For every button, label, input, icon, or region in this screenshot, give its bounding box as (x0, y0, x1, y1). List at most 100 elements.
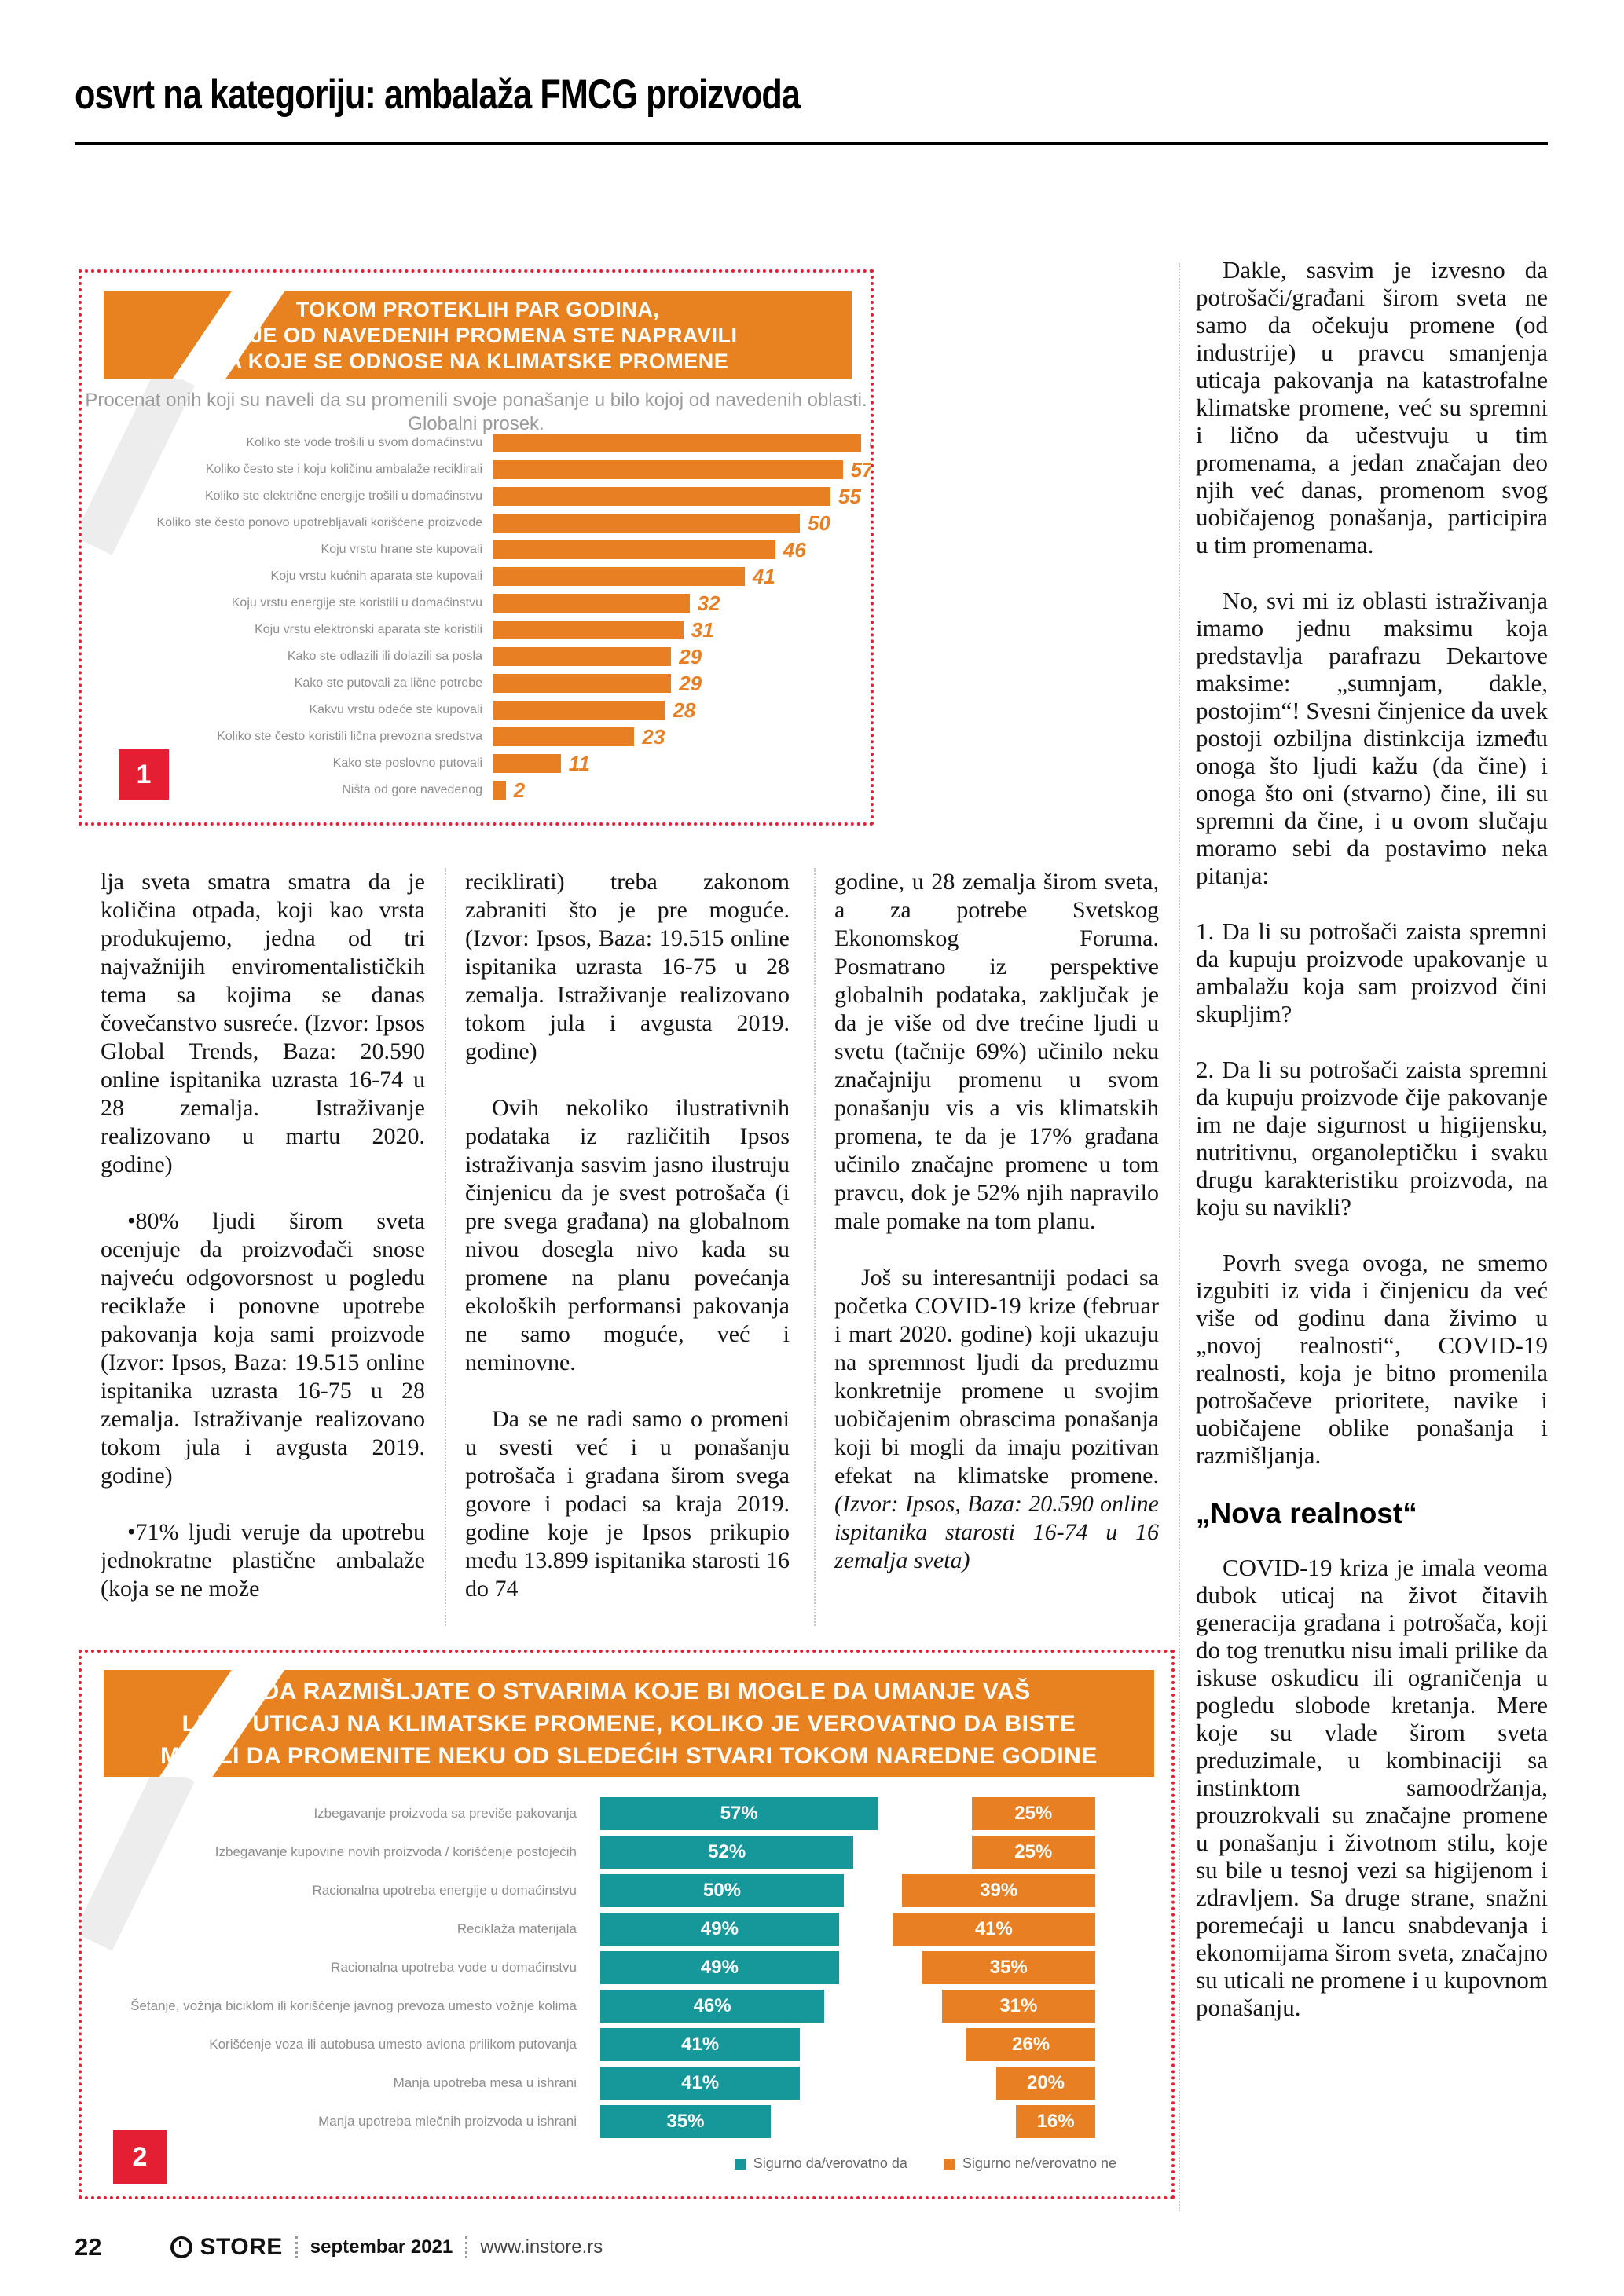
chart1-row: Kakvu vrstu odeće ste kupovali 28 (82, 697, 871, 723)
chart2-category-label: Racionalna upotreba vode u domaćinstvu (331, 1959, 577, 1975)
chart2-no-zone: 31% (883, 1989, 1095, 2023)
chart1-title-line: TOKOM PROTEKLIH PAR GODINA, (295, 298, 660, 321)
chart2-yes-zone: 49% (600, 1950, 883, 1984)
sidebar-column: Dakle, sasvim je izvesno da potrošači/gr… (1196, 256, 1548, 2220)
chart1-value-label: 31 (691, 617, 714, 642)
chart2-no-bar: 41% (892, 1912, 1095, 1946)
chart1-value-label: 2 (513, 778, 526, 802)
chart1-bar (493, 567, 745, 586)
legend-label: Sigurno ne/verovatno ne (962, 2155, 1116, 2171)
chart2-yes-zone: 41% (600, 2027, 883, 2061)
chart2-category-label: Izbegavanje proizvoda sa previše pakovan… (313, 1805, 577, 1821)
chart2-no-bar: 20% (996, 2066, 1095, 2100)
stopwatch-icon (170, 2236, 193, 2258)
chart2-title-banner: KADA RAZMIŠLJATE O STVARIMA KOJE BI MOGL… (104, 1670, 1154, 1777)
chart1-row: Ništa od gore navedenog 2 (82, 777, 871, 804)
chart1-value-label: 23 (642, 724, 665, 749)
store-brand: STORE (200, 2234, 283, 2260)
chart2-no-zone: 39% (883, 1873, 1095, 1907)
chart1-subtitle: Procenat onih koji su naveli da su prome… (82, 389, 871, 436)
chart1-title-banner: TOKOM PROTEKLIH PAR GODINA, KOJE OD NAVE… (104, 291, 852, 379)
paragraph: •71% ljudi veruje da upotrebu jednokratn… (101, 1519, 425, 1602)
paragraph: 1. Da li su potrošači zaista spremni da … (1196, 917, 1548, 1027)
page-footer: 22 STORE septembar 2021 www.instore.rs (75, 2233, 603, 2261)
chart1-value-label: 57 (850, 457, 874, 482)
chart2-title-line: KADA RAZMIŠLJATE O STVARIMA KOJE BI MOGL… (227, 1679, 1031, 1705)
page-number: 22 (75, 2233, 102, 2261)
chart2-no-zone: 25% (883, 1835, 1095, 1869)
chart1-value-label: 46 (783, 537, 806, 562)
footer-site: www.instore.rs (480, 2236, 603, 2258)
chart1-row: Koliko ste često koristili lična prevozn… (82, 723, 871, 750)
chart1-category-label: Koju vrstu kućnih aparata ste kupovali (270, 569, 482, 583)
column-divider (814, 868, 816, 1626)
chart1-row: Koliko ste vode trošili u svom domaćinst… (82, 430, 871, 456)
chart1-bar (493, 434, 861, 452)
chart1-title-line: A KOJE SE ODNOSE NA KLIMATSKE PROMENE (226, 350, 729, 373)
chart1-category-label: Koju vrstu energije ste koristili u doma… (231, 596, 482, 610)
body-column-2: reciklirati) treba zakonom zabraniti što… (465, 868, 790, 1638)
chart2-yes-bar: 57% (600, 1796, 878, 1830)
chart1-category-label: Kako ste odlazili ili dolazili sa posla (287, 650, 482, 663)
chart1-bar (493, 540, 775, 559)
legend-swatch-teal (734, 2158, 746, 2170)
chart1-bar (493, 754, 561, 773)
chart1-category-label: Koliko ste električne energije trošili u… (204, 489, 482, 503)
chart1-category-label: Ništa od gore navedenog (342, 783, 482, 796)
chart2-yes-zone: 50% (600, 1873, 883, 1907)
chart1-bar (493, 594, 690, 613)
chart2-yes-bar: 52% (600, 1835, 854, 1869)
chart2-legend: Sigurno da/verovatno da Sigurno ne/verov… (734, 2155, 1116, 2172)
chart2-yes-bar: 35% (600, 2104, 771, 2138)
chart2-category-label: Šetanje, vožnja biciklom ili korišćenje … (130, 1998, 577, 2013)
chart2-no-zone: 26% (883, 2027, 1095, 2061)
legend-label: Sigurno da/verovatno da (753, 2155, 907, 2171)
chart1-row: Kako ste poslovno putovali 11 (82, 750, 871, 777)
chart1-bar (493, 514, 800, 533)
paragraph: godine, u 28 zemalja širom sveta, a za p… (834, 869, 1159, 1234)
chart1-category-label: Koliko ste vode trošili u svom domaćinst… (246, 436, 482, 449)
chart2-row: Racionalna upotreba vode u domaćinstvu 49… (82, 1948, 1171, 1987)
chart1-title-line: KOJE OD NAVEDENIH PROMENA STE NAPRAVILI (218, 324, 738, 347)
chart1-category-label: Kako ste putovali za lične potrebe (294, 676, 482, 690)
chart1-value-label: 11 (568, 751, 590, 775)
chart2-yes-zone: 35% (600, 2104, 883, 2138)
chart1-value-label: 60 (869, 431, 871, 456)
body-column-3: godine, u 28 zemalja širom sveta, a za p… (834, 868, 1159, 1638)
chart1-bar (493, 487, 830, 506)
paragraph: reciklirati) treba zakonom zabraniti što… (465, 869, 790, 1064)
chart1-bar (493, 647, 672, 666)
chart1-figure: TOKOM PROTEKLIH PAR GODINA, KOJE OD NAVE… (79, 269, 874, 826)
chart1-bar (493, 460, 843, 479)
chart1-row: Kako ste putovali za lične potrebe 29 (82, 670, 871, 697)
chart2-no-bar: 31% (941, 1989, 1095, 2023)
chart2-row: Manja upotreba mlečnih proizvoda u ishra… (82, 2102, 1171, 2140)
chart2-category-label: Korišćenje voza ili autobusa umesto avio… (209, 2036, 577, 2052)
chart2-row: Korišćenje voza ili autobusa umesto avio… (82, 2025, 1171, 2063)
chart1-value-label: 50 (808, 511, 830, 535)
chart2-row: Izbegavanje proizvoda sa previše pakovan… (82, 1794, 1171, 1833)
chart2-figure: KADA RAZMIŠLJATE O STVARIMA KOJE BI MOGL… (79, 1650, 1175, 2199)
section-heading: „Nova realnost“ (1196, 1497, 1417, 1529)
chart2-yes-zone: 57% (600, 1796, 883, 1830)
chart2-yes-zone: 52% (600, 1835, 883, 1869)
chart2-title-line: LIČNI UTICAJ NA KLIMATSKE PROMENE, KOLIK… (181, 1711, 1076, 1737)
store-logo: STORE (170, 2234, 282, 2261)
chart1-row: Koliko često ste i koju količinu ambalaž… (82, 456, 871, 483)
paragraph: COVID-19 kriza je imala veoma dubok utic… (1196, 1554, 1548, 2021)
chart1-value-label: 29 (679, 644, 702, 668)
chart2-yes-zone: 49% (600, 1912, 883, 1946)
paragraph: Dakle, sasvim je izvesno da potrošači/gr… (1196, 256, 1548, 558)
chart2-no-zone: 41% (883, 1912, 1095, 1946)
chart1-category-label: Koju vrstu elektronski aparata ste koris… (255, 623, 482, 636)
chart2-no-bar: 16% (1016, 2104, 1095, 2138)
chart1-bar (493, 674, 672, 693)
chart2-row: Izbegavanje kupovine novih proizvoda / k… (82, 1833, 1171, 1871)
chart2-yes-bar: 50% (600, 1873, 844, 1907)
paragraph: lja sveta smatra smatra da je količina o… (101, 869, 425, 1177)
paragraph: No, svi mi iz oblasti istraživanja imamo… (1196, 587, 1548, 889)
chart1-row: Koliko ste električne energije trošili u… (82, 483, 871, 510)
chart2-no-bar: 35% (922, 1950, 1095, 1984)
figure2-badge: 2 (113, 2130, 167, 2184)
footer-separator (465, 2236, 468, 2258)
